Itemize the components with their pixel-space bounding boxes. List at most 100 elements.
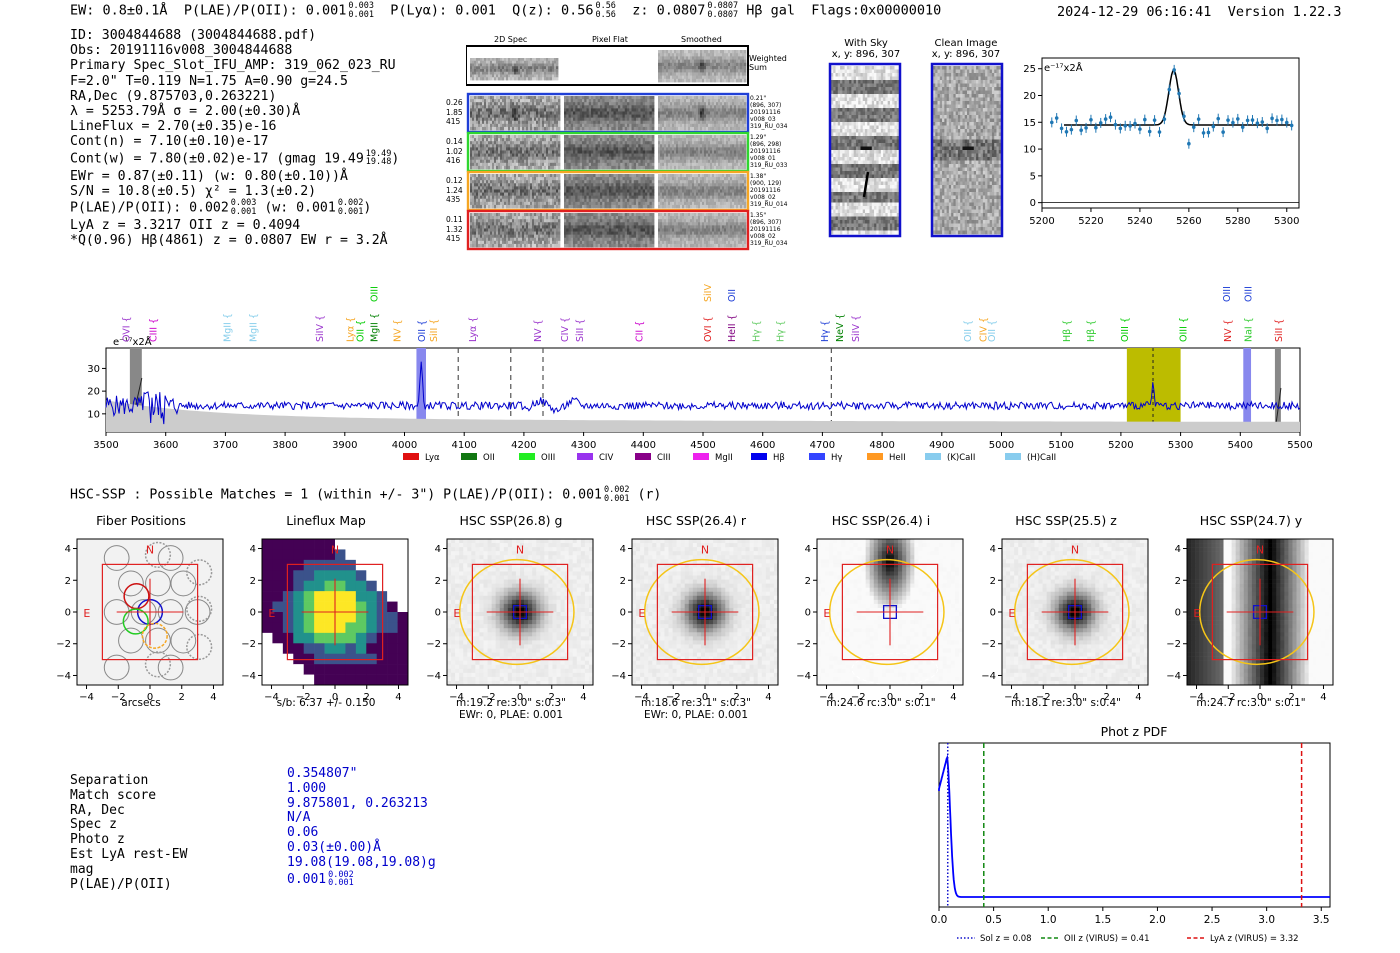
hsc-pixel [576, 587, 582, 593]
hsc-pixel [761, 607, 767, 613]
hsc-pixel [837, 559, 842, 564]
hsc-pixel [668, 672, 673, 678]
hsc-image-content: NE [1002, 539, 1149, 686]
hsc-pixel [934, 579, 939, 584]
hsc-pixel [881, 595, 887, 601]
zoom-data-point [1280, 117, 1284, 122]
hsc-pixel [914, 575, 919, 580]
hsc-pixel [749, 579, 754, 584]
hsc-pixel [668, 571, 673, 576]
hsc-pixel [656, 616, 661, 621]
hsc-pixel [648, 648, 653, 653]
hsc-pixel [757, 648, 763, 653]
hsc-pixel [471, 567, 476, 572]
hsc-pixel [668, 612, 673, 617]
hsc-pixel [825, 644, 830, 649]
hsc-pixel [680, 668, 686, 674]
hsc-pixel [532, 547, 537, 552]
hsc-pixel [556, 583, 561, 588]
hsc-pixel [954, 612, 960, 617]
hsc-pixel [873, 599, 879, 605]
hsc-pixel [849, 551, 854, 556]
header-z: z: 0.0807 [632, 2, 706, 19]
hsc-pixel [479, 644, 484, 649]
hsc-pixel [660, 583, 665, 588]
hsc-pixel [632, 575, 637, 580]
hsc-pixel [451, 567, 456, 572]
hsc-pixel [540, 672, 545, 678]
hsc-pixel [676, 644, 681, 649]
hsc-pixel [564, 664, 569, 670]
hsc-pixel [922, 676, 927, 682]
hsc-pixel [491, 579, 496, 584]
hsc-pixel [857, 664, 862, 670]
hsc-pixel [737, 612, 742, 617]
hsc-pixel [926, 571, 931, 576]
lineflux-pixel [314, 674, 325, 686]
hsc-pixel [950, 571, 956, 576]
hsc-pixel [845, 620, 850, 625]
hsc-pixel [455, 664, 460, 670]
hsc-pixel [483, 579, 488, 584]
hsc-pixel [849, 668, 854, 674]
hsc-pixel [821, 664, 826, 670]
hsc-pixel [890, 660, 895, 666]
hsc-pixel [841, 603, 846, 609]
hsc-pixel [692, 612, 698, 617]
hsc-xtick-label: 4 [395, 692, 401, 703]
hsc-pixel [520, 624, 525, 629]
hsc-pixel [1034, 644, 1039, 649]
hsc-pixel [648, 571, 653, 576]
hsc-pixel [684, 563, 690, 568]
hsc-pixel [869, 607, 875, 613]
hsc-pixel [749, 612, 754, 617]
zoom-data-point [1064, 129, 1069, 134]
hsc-pixel [503, 664, 509, 670]
hsc-pixel [857, 624, 862, 629]
hsc-pixel [676, 668, 681, 674]
hsc-pixel [713, 583, 718, 588]
hsc-pixel [1018, 656, 1023, 661]
hsc-pixel [688, 575, 694, 580]
hsc-pixel [1006, 587, 1011, 593]
hsc-pixel [761, 632, 767, 637]
hsc-pixel [817, 543, 822, 548]
hsc-pixel [865, 612, 871, 617]
hsc-pixel [930, 547, 935, 552]
hsc-pixel [536, 607, 541, 613]
hsc-pixel [548, 583, 553, 588]
hsc-pixel [717, 612, 722, 617]
hsc-pixel [1022, 612, 1027, 617]
hsc-pixel [568, 607, 574, 613]
hsc-pixel [580, 660, 586, 666]
hsc-pixel [869, 636, 875, 641]
hsc-pixel [463, 652, 468, 657]
hsc-pixel [877, 543, 883, 548]
hsc-pixel [1006, 628, 1011, 633]
hsc-pixel [507, 595, 513, 601]
hsc-pixel [958, 652, 964, 657]
hsc-pixel [717, 579, 722, 584]
fiber-circle [118, 570, 144, 597]
hsc-pixel [938, 680, 944, 686]
lineflux-pixel [314, 539, 325, 550]
hsc-pixel [1034, 616, 1039, 621]
hsc-pixel [656, 676, 661, 682]
spectrum-xtick-label: 3600 [153, 440, 178, 451]
hsc-pixel [946, 587, 952, 593]
hsc-pixel [652, 624, 657, 629]
hsc-pixel [515, 591, 521, 597]
hsc-pixel [857, 579, 862, 584]
hsc-pixel [455, 616, 460, 621]
hsc-pixel [524, 652, 529, 657]
header-plya: P(Lyα): 0.001 [390, 2, 496, 19]
hsc-pixel [540, 612, 545, 617]
hsc-pixel [914, 632, 919, 637]
hsc-pixel [958, 547, 964, 552]
hsc-pixel [696, 628, 702, 633]
hsc-pixel [737, 624, 742, 629]
hsc-pixel [877, 587, 883, 593]
hsc-pixel [491, 539, 496, 544]
hsc-pixel [1014, 652, 1019, 657]
hsc-pixel [656, 563, 661, 568]
